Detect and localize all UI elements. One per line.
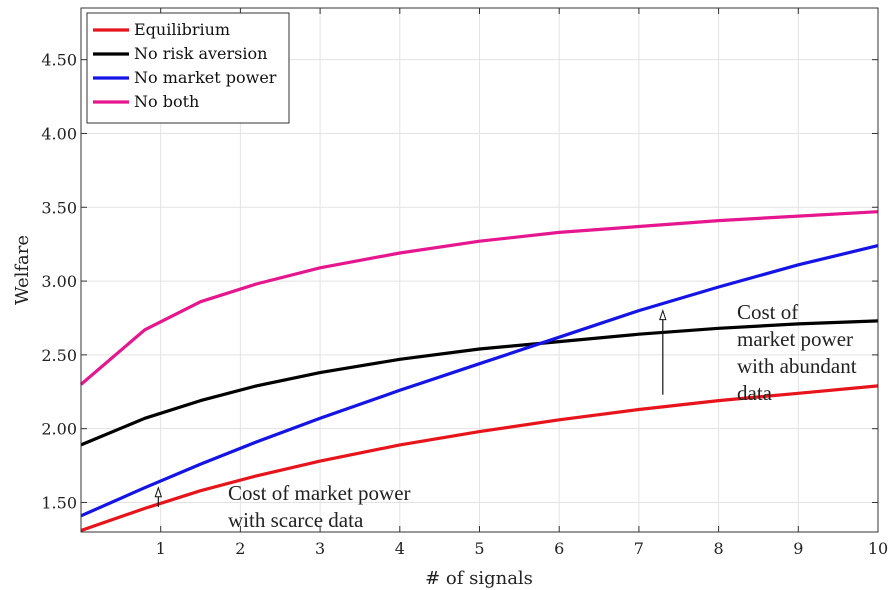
grid-lines [81, 8, 879, 532]
x-tick-label: 7 [634, 539, 644, 558]
x-tick-label: 4 [395, 539, 405, 558]
y-tick-label: 2.50 [41, 346, 77, 365]
annotation-text-line: with abundant [737, 354, 857, 378]
annotations: Cost of market power with scarce dataCost… [154, 300, 857, 532]
annotation-text-line: Cost of market power [228, 481, 411, 505]
y-tick-label: 3.00 [41, 272, 77, 291]
x-tick-label: 6 [554, 539, 564, 558]
y-tick-label: 3.50 [41, 198, 77, 217]
annotation-text-line: with scarce data [228, 508, 364, 532]
x-tick-label: 9 [793, 539, 803, 558]
x-tick-label: 10 [868, 539, 888, 558]
y-tick-label: 1.50 [41, 493, 77, 512]
axes [80, 7, 879, 533]
x-axis-label: # of signals [425, 568, 533, 589]
annotation-text-line: Cost of [737, 300, 798, 324]
legend-entry-label: No risk aversion [134, 44, 267, 63]
series-line-no-risk-aversion [80, 319, 879, 447]
y-tick-label: 4.50 [41, 51, 77, 70]
x-tick-label: 3 [315, 539, 325, 558]
tick-labels: 1 2 3 4 5 6 7 8 9 10 1.50 2.00 2.50 3.00 3.50 4.00 4.50 [41, 51, 888, 558]
x-tick-label: 5 [474, 539, 484, 558]
x-tick-label: 2 [235, 539, 245, 558]
legend-entry-label: No market power [134, 68, 277, 87]
y-tick-label: 4.00 [41, 124, 77, 143]
annotation-arrow-head [659, 309, 667, 321]
legend: Equilibrium No risk aversion No market pow… [86, 12, 290, 124]
annotation-text-line: data [737, 381, 773, 405]
legend-entry-label: No both [134, 92, 199, 111]
annotation-arrow-head [154, 486, 163, 498]
annotation-text-line: market power [737, 327, 853, 351]
x-tick-label: 8 [714, 539, 724, 558]
y-tick-label: 2.00 [41, 420, 77, 439]
series-line-equilibrium [80, 384, 879, 533]
annotation-text: Cost of market power with scarce data [228, 481, 411, 532]
legend-entry-label: Equilibrium [134, 20, 230, 39]
y-axis-label: Welfare [12, 235, 33, 305]
series-line-no-market-power [80, 244, 879, 518]
series-lines [79, 210, 879, 533]
series-line-no-both [79, 210, 879, 386]
annotation-text: Cost of market power with abundant data [737, 300, 857, 405]
x-tick-label: 1 [156, 539, 166, 558]
